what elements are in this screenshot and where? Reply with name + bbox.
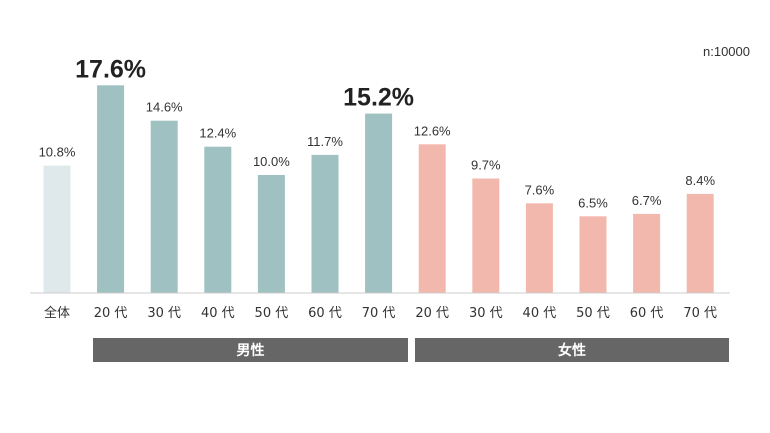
- category-label-7: 20 代: [415, 306, 449, 321]
- value-label-12: 8.4%: [685, 173, 715, 188]
- group-label-female: 女性: [415, 338, 729, 362]
- bar-11: [633, 213, 661, 293]
- category-label-5: 60 代: [308, 306, 342, 321]
- category-labels-group: 全体 20 代 30 代 40 代 50 代 60 代 70 代 20 代 30 代 40 代 50…: [44, 305, 717, 321]
- value-label-11: 6.7%: [632, 193, 662, 208]
- category-label-4: 50 代: [255, 306, 289, 321]
- category-label-10: 50 代: [576, 306, 610, 321]
- sample-size-label: n:10000: [703, 44, 750, 59]
- bar-7: [418, 144, 446, 293]
- value-label-9: 7.6%: [525, 182, 555, 197]
- value-label-4: 10.0%: [253, 154, 290, 169]
- bar-1: [97, 85, 125, 293]
- value-label-6: 15.2%: [343, 84, 414, 112]
- value-labels-group: 10.8% 17.6% 14.6% 12.4% 10.0% 11.7% 15.2%12.6%…: [39, 55, 716, 210]
- value-label-0: 10.8%: [39, 145, 76, 160]
- category-label-0: 全体: [44, 305, 70, 321]
- bar-3: [204, 146, 232, 293]
- category-label-11: 60 代: [630, 306, 664, 321]
- group-label-male: 男性: [93, 338, 408, 362]
- category-label-12: 70 代: [683, 306, 717, 321]
- category-label-6: 70 代: [362, 306, 396, 321]
- bar-10: [579, 216, 607, 293]
- value-label-5: 11.7%: [307, 134, 343, 149]
- category-label-8: 30 代: [469, 306, 503, 321]
- bar-5: [311, 154, 339, 293]
- value-label-10: 6.5%: [578, 195, 608, 210]
- bar-12: [686, 193, 714, 293]
- bar-6: [365, 113, 393, 293]
- value-label-8: 9.7%: [471, 158, 501, 173]
- bar-2: [150, 120, 178, 293]
- bar-4: [257, 175, 285, 293]
- bar-0: [43, 165, 71, 293]
- value-label-3: 12.4%: [199, 126, 236, 141]
- category-label-3: 40 代: [201, 306, 235, 321]
- category-label-1: 20 代: [94, 306, 128, 321]
- category-label-2: 30 代: [147, 306, 181, 321]
- value-label-1: 17.6%: [75, 55, 146, 83]
- bar-9: [525, 203, 553, 293]
- bars-group: [43, 85, 714, 293]
- value-label-2: 14.6%: [146, 100, 183, 115]
- category-label-9: 40 代: [523, 306, 557, 321]
- value-label-7: 12.6%: [414, 123, 451, 138]
- bar-8: [472, 178, 500, 293]
